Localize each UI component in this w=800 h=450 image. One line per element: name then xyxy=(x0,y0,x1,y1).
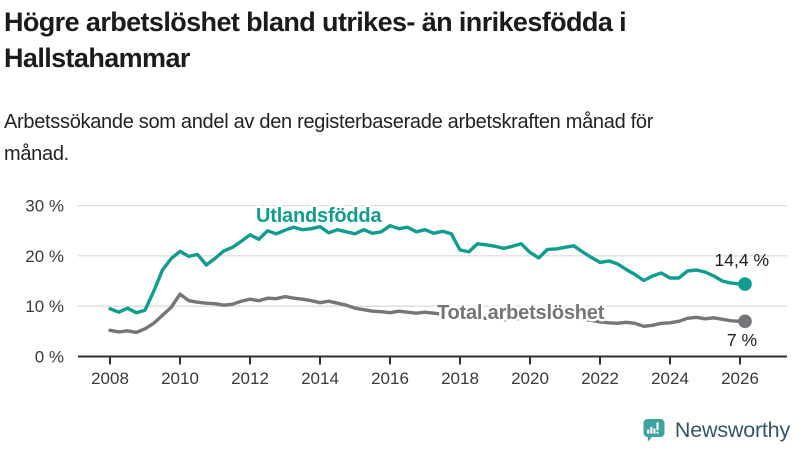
newsworthy-logo-text: Newsworthy xyxy=(674,417,790,442)
page-title: Högre arbetslöshet bland utrikes- än inr… xyxy=(4,7,627,73)
x-axis-tick-label: 2014 xyxy=(301,369,339,388)
series-line-total xyxy=(108,292,742,335)
series-line-utlandsfodda xyxy=(108,223,742,315)
series-end-value-label: 7 % xyxy=(727,330,757,350)
y-axis-tick-label: 20 % xyxy=(25,247,64,266)
series-end-value-label: 14,4 % xyxy=(715,250,769,270)
series-end-dot-utlandsfodda xyxy=(738,277,752,291)
y-axis-tick-label: 30 % xyxy=(25,197,64,216)
logo-bar-3 xyxy=(653,428,656,434)
x-axis-tick-label: 2022 xyxy=(581,369,619,388)
newsworthy-logo-icon xyxy=(643,419,665,442)
y-axis-tick-label: 0 % xyxy=(35,348,64,367)
series-label-utlandsfodda: Utlandsfödda xyxy=(256,205,382,227)
x-axis-tick-label: 2024 xyxy=(651,369,689,388)
page-subtitle: Arbetssökande som andel av den registerb… xyxy=(4,111,654,165)
logo-bar-2 xyxy=(650,426,653,434)
x-axis-tick-label: 2012 xyxy=(231,369,269,388)
y-axis-tick-label: 10 % xyxy=(25,297,64,316)
x-axis-tick-label: 2020 xyxy=(511,369,549,388)
series-label-total: Total arbetslöshet xyxy=(437,302,605,324)
logo-exclamation-dot xyxy=(656,431,659,434)
x-axis-tick-label: 2018 xyxy=(441,369,479,388)
logo-bar-1 xyxy=(647,429,650,434)
logo-exclamation-bar xyxy=(656,422,659,431)
x-axis-tick-label: 2010 xyxy=(161,369,199,388)
series-end-dot-total xyxy=(738,314,752,329)
x-axis-tick-label: 2008 xyxy=(91,369,129,388)
x-axis-tick-label: 2016 xyxy=(371,369,409,388)
newsworthy-logo: Newsworthy xyxy=(641,417,790,443)
x-axis-tick-label: 2026 xyxy=(721,369,759,388)
